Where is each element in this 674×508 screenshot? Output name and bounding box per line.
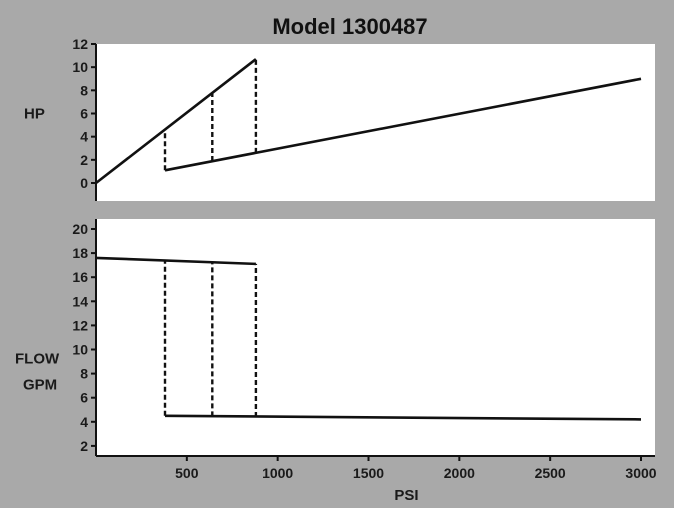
panels-layer: 0 2 4 6 8 10 12 HP 2 4 6 8 10 12 14 16 18 20 FLOW GPM <box>15 36 655 456</box>
x-tick-label: 1500 <box>353 465 384 481</box>
chart-title: Model 1300487 <box>272 14 427 39</box>
x-axis: 500 1000 1500 2000 2500 3000 PSI <box>96 455 657 504</box>
y-tick-label: 2 <box>80 152 88 168</box>
x-tick-label: 2500 <box>535 465 566 481</box>
x-tick-label: 1000 <box>262 465 293 481</box>
y-tick-label: 12 <box>72 36 88 52</box>
y-tick-label: 6 <box>80 106 88 122</box>
y-tick-label: 10 <box>72 59 88 75</box>
series-line-0 <box>95 256 256 266</box>
series-line-1 <box>164 414 642 421</box>
x-tick-label: 500 <box>175 465 199 481</box>
y-tick-label: 18 <box>72 245 88 261</box>
series-line-1 <box>164 77 642 172</box>
y-tick-label: 10 <box>72 342 88 358</box>
y-tick-label: 0 <box>80 175 88 191</box>
panel-1: 2 4 6 8 10 12 14 16 18 20 FLOW GPM <box>15 219 655 456</box>
x-tick-label: 3000 <box>625 465 656 481</box>
y-tick-label: 14 <box>72 293 88 309</box>
y-tick-label: 16 <box>72 269 88 285</box>
y-tick-label: 8 <box>80 366 88 382</box>
y-tick-label: 20 <box>72 221 88 237</box>
y-tick-label: 8 <box>80 82 88 98</box>
y-tick-label: 6 <box>80 390 88 406</box>
y-axis-label: HP <box>24 106 45 123</box>
plot-area <box>96 219 655 456</box>
y-axis-label-line1: FLOW <box>15 351 60 368</box>
x-tick-label: 2000 <box>444 465 475 481</box>
y-tick-label: 12 <box>72 317 88 333</box>
panel-0: 0 2 4 6 8 10 12 HP <box>24 36 655 201</box>
y-axis-label-line2: GPM <box>23 377 57 394</box>
series-line-0 <box>95 58 257 185</box>
plot-area <box>96 44 655 201</box>
y-tick-label: 4 <box>80 414 88 430</box>
y-tick-label: 4 <box>80 129 88 145</box>
y-tick-label: 2 <box>80 438 88 454</box>
x-axis-label: PSI <box>394 487 418 504</box>
